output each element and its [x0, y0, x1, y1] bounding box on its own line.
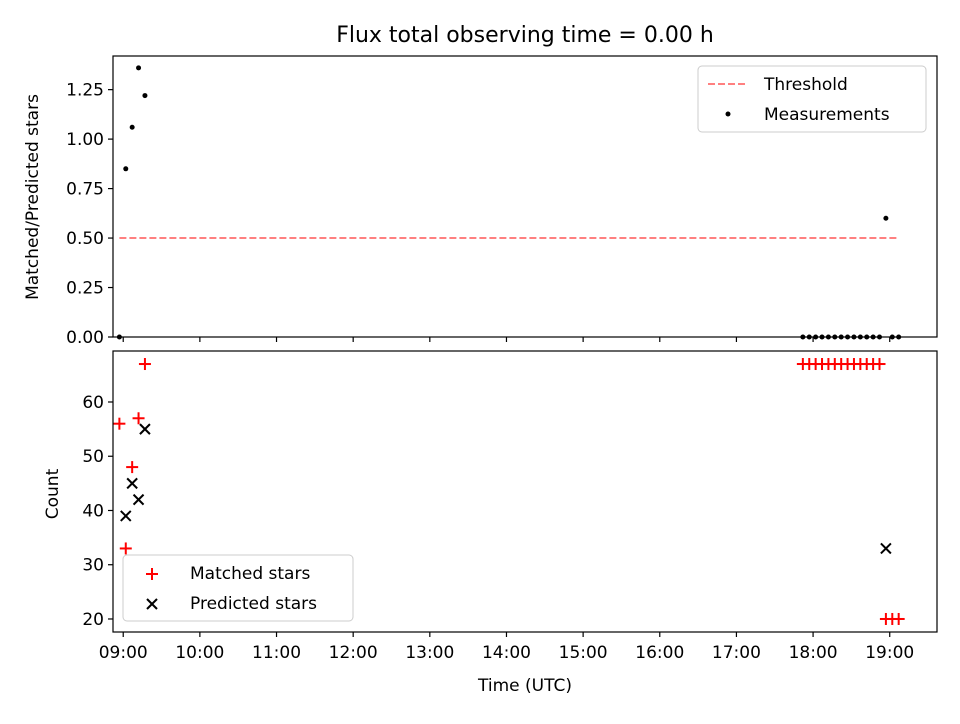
x-tick-label: 09:00	[99, 643, 148, 663]
x-tick-label: 18:00	[789, 643, 838, 663]
bottom-y-tick-label: 40	[82, 501, 104, 521]
x-tick-label: 15:00	[559, 643, 608, 663]
bottom-y-tick-label: 60	[82, 393, 104, 413]
measurement-point	[129, 124, 135, 130]
top-y-tick-label: 1.25	[66, 81, 104, 101]
x-tick-label: 14:00	[482, 643, 531, 663]
bottom-legend-box	[122, 554, 354, 622]
top-y-tick-label: 0.25	[66, 279, 104, 299]
predicted-star-point	[139, 423, 151, 435]
matched-star-point	[873, 358, 886, 371]
legend-measurements-swatch	[725, 111, 731, 117]
x-tick-label: 13:00	[405, 643, 454, 663]
matched-star-point	[119, 542, 132, 555]
x-tick-label: 12:00	[329, 643, 378, 663]
measurement-point	[883, 215, 889, 221]
top-y-axis-label: Matched/Predicted stars	[23, 94, 43, 300]
bottom-axis-ticks: 09:00 10:00 11:00 12:00 13:00 14:00 15:00 16:00…	[82, 393, 914, 663]
legend-matched-swatch	[146, 568, 158, 580]
x-tick-label: 19:00	[865, 643, 914, 663]
legend-predicted-swatch	[146, 598, 158, 610]
x-tick-label: 16:00	[635, 643, 684, 663]
top-y-tick-label: 0.75	[66, 180, 104, 200]
predicted-star-point	[132, 493, 145, 506]
x-tick-label: 17:00	[712, 643, 761, 663]
top-legend-box	[697, 65, 927, 133]
top-panel: 0.00 0.25 0.50 0.75 1.00 1.25 Matched/Predict…	[23, 55, 938, 348]
bottom-legend: Matched stars Predicted stars	[122, 554, 354, 622]
matched-star-point	[892, 612, 905, 625]
x-tick-label: 11:00	[252, 643, 301, 663]
top-axis-ticks: 0.00 0.25 0.50 0.75 1.00 1.25	[66, 81, 891, 348]
measurement-point	[123, 166, 129, 172]
top-legend: Threshold Measurements	[697, 65, 927, 133]
matched-star-point	[113, 417, 126, 430]
legend-predicted-label: Predicted stars	[190, 594, 317, 614]
top-y-tick-label: 0.50	[66, 229, 104, 249]
matched-star-point	[132, 412, 145, 425]
predicted-star-point	[120, 510, 132, 522]
top-y-tick-label: 0.00	[66, 328, 104, 348]
bottom-y-tick-label: 50	[82, 447, 104, 467]
bottom-y-tick-label: 30	[82, 556, 104, 576]
legend-threshold-label: Threshold	[763, 75, 848, 95]
bottom-panel: 09:00 10:00 11:00 12:00 13:00 14:00 15:00 16:00…	[43, 350, 938, 696]
x-axis-label: Time (UTC)	[477, 676, 572, 696]
legend-matched-label: Matched stars	[190, 564, 310, 584]
legend-measurements-label: Measurements	[764, 105, 890, 125]
x-tick-label: 10:00	[175, 643, 224, 663]
predicted-star-point	[880, 542, 892, 555]
chart-title: Flux total observing time = 0.00 h	[336, 23, 714, 48]
top-axes-frame	[112, 55, 938, 338]
matched-star-point	[126, 461, 139, 474]
bottom-data-marks	[113, 358, 905, 625]
predicted-star-point	[126, 477, 138, 490]
measurement-point	[142, 93, 148, 99]
matched-star-point	[138, 358, 151, 371]
bottom-axes-frame	[112, 350, 938, 633]
bottom-y-axis-label: Count	[43, 468, 63, 519]
measurement-point	[136, 65, 142, 71]
top-y-tick-label: 1.00	[66, 130, 104, 150]
top-data-marks	[116, 65, 902, 340]
bottom-y-tick-label: 20	[82, 610, 104, 630]
